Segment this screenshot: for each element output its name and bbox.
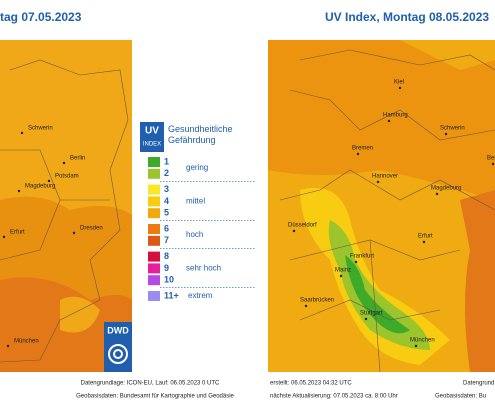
city-dot bbox=[364, 317, 368, 321]
city-label: Hamburg bbox=[383, 113, 408, 119]
legend-group: extrem bbox=[188, 291, 213, 300]
legend-level: 6 bbox=[164, 223, 169, 233]
city-dot bbox=[444, 132, 448, 136]
legend-level: 9 bbox=[164, 263, 169, 273]
legend-badge: UV bbox=[145, 126, 159, 137]
left-map bbox=[0, 40, 132, 372]
city-label: Schwerin bbox=[28, 126, 53, 132]
city-dot bbox=[422, 240, 426, 244]
city-dot bbox=[339, 274, 343, 278]
legend-group: gering bbox=[186, 163, 208, 172]
city-label: Berlin bbox=[70, 156, 85, 162]
city-dot bbox=[17, 189, 21, 193]
city-label: Bremen bbox=[352, 146, 373, 152]
logo-text: DWD bbox=[107, 325, 129, 335]
city-dot bbox=[387, 119, 391, 123]
city-dot bbox=[72, 231, 76, 235]
footer-text: Datengrund bbox=[463, 381, 494, 387]
city-label: Erfurt bbox=[418, 234, 433, 240]
legend-swatch bbox=[148, 275, 160, 286]
right-map bbox=[268, 40, 495, 373]
city-dot bbox=[47, 179, 51, 183]
legend-group: hoch bbox=[186, 230, 203, 239]
legend-swatch bbox=[148, 168, 160, 179]
city-dot bbox=[354, 260, 358, 264]
legend-level: 2 bbox=[164, 168, 169, 178]
legend-swatch bbox=[148, 208, 160, 219]
legend-swatch bbox=[148, 224, 160, 234]
legend-swatch bbox=[148, 291, 160, 301]
city-label: Magdeburg bbox=[431, 186, 461, 192]
legend-swatch bbox=[148, 263, 160, 274]
city-dot bbox=[414, 344, 418, 348]
legend-level: 8 bbox=[164, 251, 169, 261]
city-label: Erfurt bbox=[10, 230, 25, 236]
city-label: Magdeburg bbox=[25, 184, 55, 190]
legend-level: 7 bbox=[164, 235, 169, 245]
city-dot bbox=[2, 235, 6, 239]
footer-text: erstellt: 06.05.2023 04:32 UTC bbox=[270, 381, 352, 387]
left-title: tag 07.05.2023 bbox=[0, 10, 82, 24]
city-dot bbox=[376, 180, 380, 184]
city-dot bbox=[292, 229, 296, 233]
city-dot bbox=[6, 344, 10, 348]
legend-level: 4 bbox=[164, 196, 169, 206]
legend-badge-sub: INDEX bbox=[143, 142, 161, 148]
legend-swatch bbox=[148, 157, 160, 167]
city-label: Kiel bbox=[394, 80, 404, 86]
legend-swatch bbox=[148, 251, 160, 262]
city-label: München bbox=[410, 338, 435, 344]
city-label: Hannover bbox=[372, 174, 398, 180]
city-label: München bbox=[14, 339, 39, 345]
city-dot bbox=[20, 131, 24, 135]
legend-group: sehr hoch bbox=[186, 264, 221, 273]
city-dot bbox=[398, 86, 402, 90]
city-label: Saarbrücken bbox=[300, 298, 334, 304]
city-label: Potsdam bbox=[55, 174, 79, 180]
footer-text: Geobasisdaten: Bu bbox=[435, 394, 486, 400]
city-label: Mainz bbox=[335, 268, 351, 274]
legend: UV INDEX Gesundheitliche Gefährdung bbox=[140, 122, 233, 152]
legend-swatch bbox=[148, 184, 160, 195]
legend-heading-box: Gesundheitliche Gefährdung bbox=[168, 124, 233, 145]
city-label: Berlin bbox=[487, 156, 495, 162]
legend-level: 3 bbox=[164, 184, 169, 194]
city-label: Dresden bbox=[80, 226, 103, 232]
footer-text: Datengrundlage: ICON-EU, Lauf: 06.05.202… bbox=[81, 381, 220, 387]
legend-level: 10 bbox=[164, 275, 174, 285]
legend-heading: Gesundheitliche Gefährdung bbox=[168, 124, 233, 145]
city-dot bbox=[435, 192, 439, 196]
legend-level: 11+ bbox=[164, 290, 179, 300]
city-label: Frankfurt bbox=[350, 254, 374, 260]
legend-level: 1 bbox=[164, 156, 169, 166]
legend-swatch bbox=[148, 235, 160, 246]
footer-text: Geobasisdaten: Bundesamt für Kartographi… bbox=[76, 394, 234, 400]
right-title: UV Index, Montag 08.05.2023 bbox=[325, 10, 489, 24]
city-dot bbox=[304, 304, 308, 308]
city-dot bbox=[356, 152, 360, 156]
city-label: Stuttgart bbox=[360, 311, 383, 317]
city-dot bbox=[62, 161, 66, 165]
dwd-logo: DWD bbox=[104, 322, 132, 372]
city-label: Düsseldorf bbox=[288, 223, 317, 229]
legend-swatch bbox=[148, 196, 160, 207]
city-dot bbox=[491, 162, 495, 166]
footer-text: nächste Aktualisierung: 07.05.2023 ca. 8… bbox=[270, 394, 398, 400]
city-label: Schwerin bbox=[440, 126, 465, 132]
legend-level: 5 bbox=[164, 208, 169, 218]
legend-group: mittel bbox=[186, 197, 205, 206]
